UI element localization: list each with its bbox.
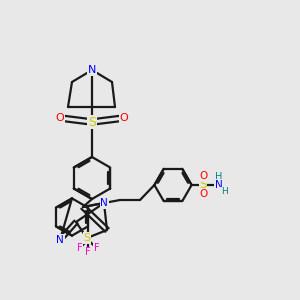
Text: O: O: [199, 189, 207, 199]
Text: H: H: [220, 187, 227, 196]
Text: O: O: [56, 113, 64, 123]
Text: N: N: [88, 65, 96, 75]
Text: S: S: [88, 116, 96, 128]
Text: N: N: [56, 235, 64, 245]
Text: F: F: [77, 243, 82, 253]
Text: F: F: [94, 243, 99, 253]
Text: O: O: [199, 171, 207, 181]
Text: S: S: [83, 233, 91, 243]
Text: N: N: [100, 198, 108, 208]
Text: N: N: [215, 180, 223, 190]
Text: H: H: [215, 172, 222, 182]
Text: S: S: [199, 178, 207, 191]
Text: F: F: [85, 248, 91, 257]
Text: O: O: [120, 113, 128, 123]
